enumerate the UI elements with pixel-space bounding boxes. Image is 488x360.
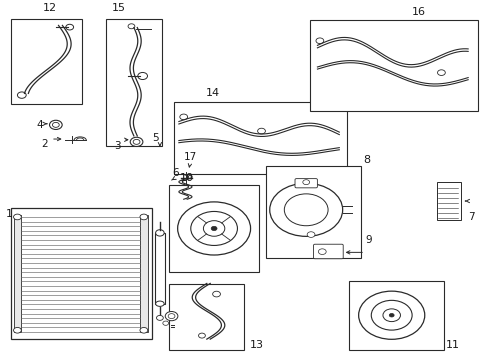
Circle shape: [165, 311, 178, 321]
Ellipse shape: [155, 301, 164, 306]
Bar: [106, 19, 162, 146]
Circle shape: [269, 183, 342, 237]
Circle shape: [66, 24, 73, 30]
Bar: [169, 284, 244, 350]
Text: 2: 2: [41, 139, 47, 149]
Circle shape: [133, 139, 140, 144]
Circle shape: [168, 314, 175, 319]
Text: 16: 16: [411, 7, 426, 17]
Circle shape: [370, 300, 411, 330]
Circle shape: [203, 221, 224, 236]
Circle shape: [177, 202, 250, 255]
Text: 9: 9: [365, 235, 371, 245]
Text: 3: 3: [114, 141, 120, 151]
Bar: [154, 233, 165, 304]
Text: 11: 11: [446, 340, 459, 350]
Text: 12: 12: [42, 3, 57, 13]
Text: 8: 8: [363, 154, 370, 165]
Text: 7: 7: [467, 212, 474, 222]
Circle shape: [180, 114, 187, 120]
Circle shape: [130, 137, 142, 147]
Circle shape: [315, 38, 323, 44]
Circle shape: [52, 122, 59, 127]
Bar: [140, 215, 147, 332]
Circle shape: [14, 328, 21, 333]
Circle shape: [284, 194, 327, 226]
Circle shape: [49, 120, 62, 130]
Text: 14: 14: [205, 88, 219, 98]
Circle shape: [302, 180, 309, 185]
Bar: [174, 102, 346, 175]
Circle shape: [257, 128, 265, 134]
Circle shape: [388, 314, 393, 317]
Circle shape: [190, 211, 237, 246]
Circle shape: [382, 309, 400, 321]
Circle shape: [163, 321, 168, 325]
Circle shape: [437, 70, 445, 76]
Circle shape: [140, 328, 147, 333]
Circle shape: [138, 72, 147, 80]
Circle shape: [318, 249, 325, 255]
Circle shape: [198, 333, 205, 338]
Text: 6: 6: [172, 168, 179, 178]
Circle shape: [140, 214, 147, 220]
Text: 15: 15: [112, 3, 125, 13]
Bar: [14, 215, 21, 332]
Circle shape: [212, 291, 220, 297]
Circle shape: [306, 232, 314, 238]
Text: 4: 4: [36, 120, 42, 130]
Text: 1: 1: [6, 209, 13, 219]
Bar: [11, 208, 152, 339]
Circle shape: [18, 92, 26, 98]
Text: 17: 17: [183, 152, 197, 162]
Circle shape: [211, 226, 217, 231]
Text: 13: 13: [249, 340, 263, 350]
Bar: [11, 19, 81, 104]
Bar: [436, 181, 460, 220]
FancyBboxPatch shape: [313, 244, 343, 259]
Bar: [169, 185, 259, 272]
Bar: [309, 21, 477, 111]
Bar: [266, 166, 361, 258]
FancyBboxPatch shape: [294, 179, 317, 188]
Circle shape: [14, 214, 21, 220]
Circle shape: [358, 291, 424, 339]
Circle shape: [156, 315, 163, 320]
Bar: [348, 281, 443, 350]
Text: 10: 10: [180, 173, 194, 183]
Circle shape: [128, 24, 135, 29]
Ellipse shape: [155, 230, 164, 236]
Text: 5: 5: [151, 132, 158, 143]
